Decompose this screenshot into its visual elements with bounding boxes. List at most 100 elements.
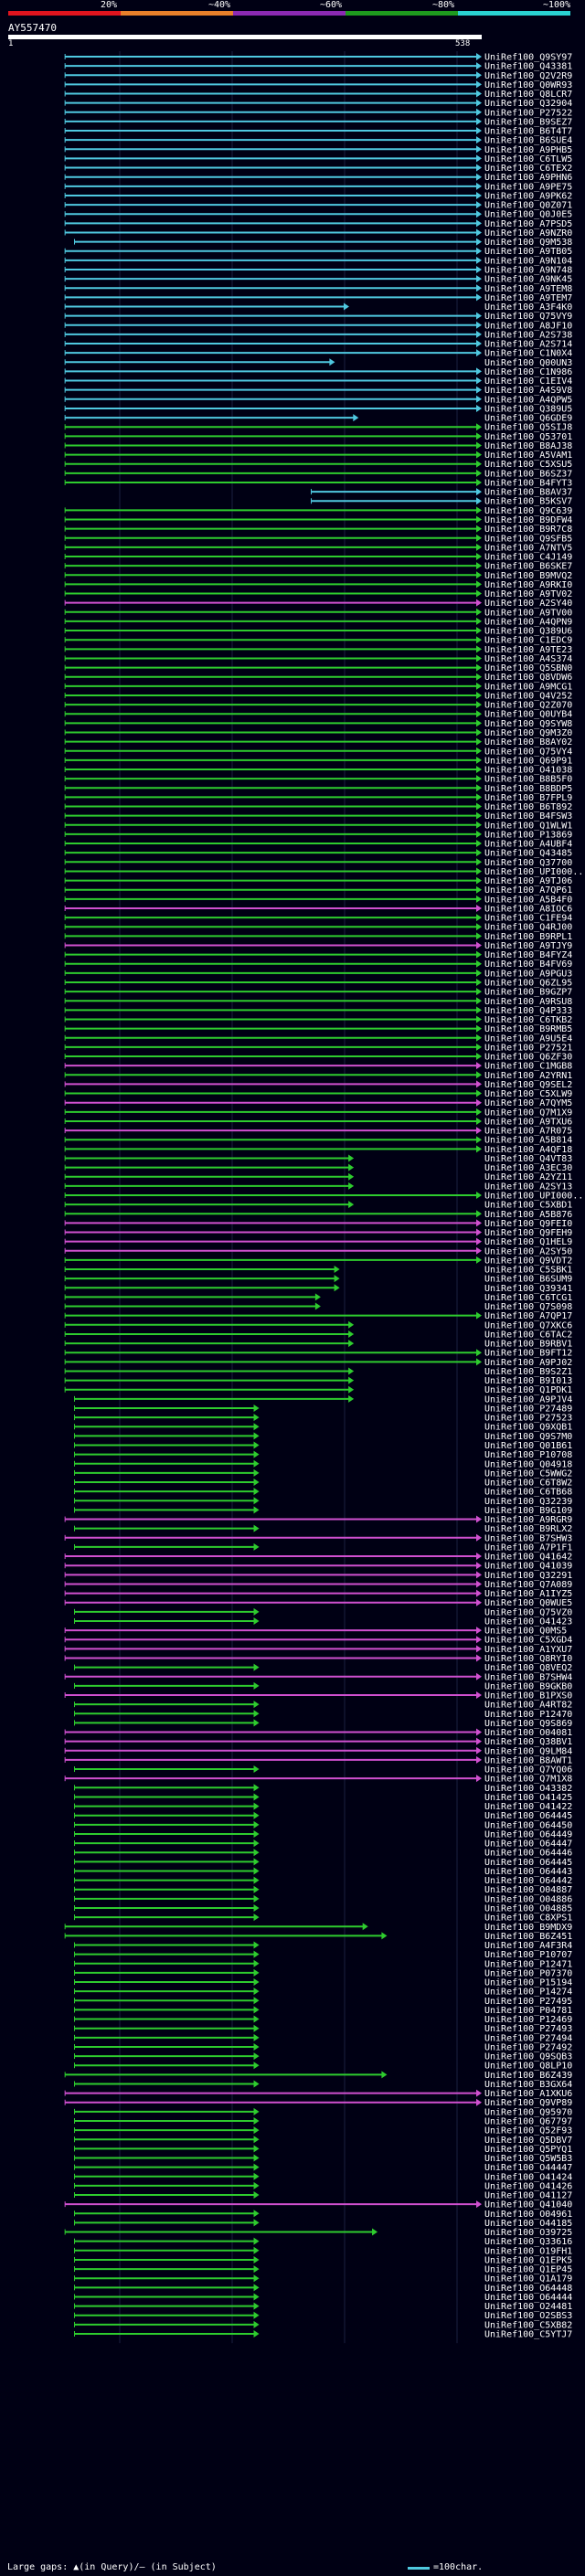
- hit-label[interactable]: UniRef100_B6T4T7: [484, 127, 572, 137]
- hit-label[interactable]: UniRef100_B9R7C8: [484, 525, 572, 535]
- hit-label[interactable]: UniRef100_A2SY50: [484, 1246, 572, 1256]
- hit-label[interactable]: UniRef100_Q8LCR7: [484, 90, 572, 100]
- hit-label[interactable]: UniRef100_Q9SEL2: [484, 1080, 572, 1090]
- hit-label[interactable]: UniRef100_P12471: [484, 1959, 572, 1969]
- hit-label[interactable]: UniRef100_Q32291: [484, 1571, 572, 1581]
- hit-label[interactable]: UniRef100_Q43381: [484, 62, 572, 72]
- hit-label[interactable]: UniRef100_B7FPL9: [484, 793, 572, 803]
- hit-label[interactable]: UniRef100_O04887: [484, 1885, 572, 1895]
- hit-label[interactable]: UniRef100_P10707: [484, 1950, 572, 1960]
- hit-label[interactable]: UniRef100_Q0WR93: [484, 80, 572, 90]
- hit-label[interactable]: UniRef100_C5XB82: [484, 2320, 572, 2330]
- hit-label[interactable]: UniRef100_A9TB05: [484, 247, 572, 257]
- hit-label[interactable]: UniRef100_C1N986: [484, 367, 572, 377]
- hit-label[interactable]: UniRef100_A9TXU6: [484, 1117, 572, 1127]
- hit-label[interactable]: UniRef100_A5VAM1: [484, 451, 572, 461]
- hit-label[interactable]: UniRef100_A7PSD5: [484, 219, 572, 229]
- hit-label[interactable]: UniRef100_Q9M538: [484, 238, 572, 248]
- hit-label[interactable]: UniRef100_Q5SIJ8: [484, 423, 572, 433]
- hit-label[interactable]: UniRef100_A4S9V8: [484, 386, 572, 396]
- hit-label[interactable]: UniRef100_Q00UN3: [484, 358, 572, 368]
- hit-label[interactable]: UniRef100_A4UBF4: [484, 840, 572, 850]
- hit-label[interactable]: UniRef100_Q5SBN0: [484, 663, 572, 673]
- hit-label[interactable]: UniRef100_Q33616: [484, 2237, 572, 2247]
- hit-label[interactable]: UniRef100_C4J149: [484, 553, 572, 563]
- hit-label[interactable]: UniRef100_C1EDC9: [484, 636, 572, 646]
- hit-label[interactable]: UniRef100_Q9SY97: [484, 53, 572, 63]
- hit-label[interactable]: UniRef100_C6TEX2: [484, 164, 572, 174]
- hit-label[interactable]: UniRef100_Q0J0E5: [484, 210, 572, 220]
- hit-label[interactable]: UniRef100_Q9S869: [484, 1719, 572, 1729]
- hit-label[interactable]: UniRef100_O04961: [484, 2210, 572, 2220]
- hit-label[interactable]: UniRef100_B9RPL1: [484, 932, 572, 942]
- hit-label[interactable]: UniRef100_B9FT12: [484, 1349, 572, 1359]
- hit-label[interactable]: UniRef100_P27523: [484, 1414, 572, 1424]
- hit-label[interactable]: UniRef100_Q9SFB5: [484, 534, 572, 544]
- hit-label[interactable]: UniRef100_Q1HEL9: [484, 1237, 572, 1247]
- hit-label[interactable]: UniRef100_Q9SQB3: [484, 2052, 572, 2062]
- hit-label[interactable]: UniRef100_C6TKB2: [484, 1015, 572, 1025]
- hit-label[interactable]: UniRef100_Q52F93: [484, 2126, 572, 2136]
- hit-label[interactable]: UniRef100_Q4VT83: [484, 1154, 572, 1164]
- hit-label[interactable]: UniRef100_A7NTV5: [484, 543, 572, 553]
- hit-label[interactable]: UniRef100_A2SY13: [484, 1182, 572, 1192]
- hit-label[interactable]: UniRef100_C6TAC2: [484, 1330, 572, 1340]
- hit-label[interactable]: UniRef100_B9SEZ7: [484, 117, 572, 127]
- hit-label[interactable]: UniRef100_C5XSU5: [484, 460, 572, 470]
- hit-label[interactable]: UniRef100_C6TLW5: [484, 154, 572, 164]
- hit-label[interactable]: UniRef100_A9N748: [484, 265, 572, 275]
- hit-label[interactable]: UniRef100_B9S2Z1: [484, 1367, 572, 1377]
- hit-label[interactable]: UniRef100_O04885: [484, 1904, 572, 1914]
- hit-label[interactable]: UniRef100_O2SBS3: [484, 2311, 572, 2321]
- hit-label[interactable]: UniRef100_A5B4F0: [484, 895, 572, 905]
- hit-label[interactable]: UniRef100_Q75VZ0: [484, 1607, 572, 1617]
- hit-label[interactable]: UniRef100_O64445: [484, 1858, 572, 1868]
- hit-label[interactable]: UniRef100_C5WWG2: [484, 1468, 572, 1479]
- hit-label[interactable]: UniRef100_Q01B61: [484, 1441, 572, 1451]
- hit-label[interactable]: UniRef100_Q4P333: [484, 1006, 572, 1016]
- hit-label[interactable]: UniRef100_Q41642: [484, 1553, 572, 1563]
- hit-label[interactable]: UniRef100_B5KSV7: [484, 497, 572, 507]
- hit-label[interactable]: UniRef100_Q7YQ06: [484, 1765, 572, 1776]
- hit-label[interactable]: UniRef100_UPI000...: [484, 867, 585, 877]
- hit-label[interactable]: UniRef100_A9PHB5: [484, 145, 572, 155]
- hit-label[interactable]: UniRef100_O64445: [484, 1811, 572, 1821]
- hit-label[interactable]: UniRef100_Q38BV1: [484, 1737, 572, 1747]
- hit-label[interactable]: UniRef100_A7QP17: [484, 1311, 572, 1321]
- hit-label[interactable]: UniRef100_P27494: [484, 2033, 572, 2043]
- hit-label[interactable]: UniRef100_A9TJ06: [484, 876, 572, 886]
- hit-label[interactable]: UniRef100_A9NZR0: [484, 228, 572, 239]
- hit-label[interactable]: UniRef100_C1FE94: [484, 914, 572, 924]
- hit-label[interactable]: UniRef100_O43382: [484, 1784, 572, 1794]
- hit-label[interactable]: UniRef100_A3EC30: [484, 1163, 572, 1173]
- hit-label[interactable]: UniRef100_O64444: [484, 2293, 572, 2303]
- hit-label[interactable]: UniRef100_A2YRN1: [484, 1071, 572, 1081]
- hit-label[interactable]: UniRef100_C5SBK1: [484, 1266, 572, 1276]
- hit-label[interactable]: UniRef100_A7QYM5: [484, 1098, 572, 1108]
- hit-label[interactable]: UniRef100_UPI000...: [484, 1191, 585, 1201]
- hit-label[interactable]: UniRef100_B6T892: [484, 802, 572, 812]
- hit-label[interactable]: UniRef100_B8BDP5: [484, 784, 572, 794]
- hit-label[interactable]: UniRef100_A4QPW5: [484, 395, 572, 405]
- hit-label[interactable]: UniRef100_B9MVQ2: [484, 571, 572, 581]
- hit-label[interactable]: UniRef100_A5B814: [484, 1136, 572, 1146]
- hit-label[interactable]: UniRef100_A9TEM8: [484, 284, 572, 294]
- hit-label[interactable]: UniRef100_Q0UYB4: [484, 710, 572, 720]
- hit-label[interactable]: UniRef100_Q0WUE5: [484, 1598, 572, 1608]
- hit-label[interactable]: UniRef100_Q9FEI0: [484, 1219, 572, 1229]
- hit-label[interactable]: UniRef100_O41426: [484, 2181, 572, 2191]
- hit-label[interactable]: UniRef100_B9RBV1: [484, 1340, 572, 1350]
- hit-label[interactable]: UniRef100_Q8LP10: [484, 2062, 572, 2072]
- hit-label[interactable]: UniRef100_P27522: [484, 108, 572, 118]
- hit-label[interactable]: UniRef100_Q9LM84: [484, 1746, 572, 1756]
- hit-label[interactable]: UniRef100_P12470: [484, 1710, 572, 1720]
- hit-label[interactable]: UniRef100_C8XPS1: [484, 1913, 572, 1924]
- hit-label[interactable]: UniRef100_A4S374: [484, 654, 572, 664]
- hit-label[interactable]: UniRef100_Q9VP89: [484, 2098, 572, 2108]
- hit-label[interactable]: UniRef100_Q0Z071: [484, 201, 572, 211]
- hit-label[interactable]: UniRef100_B8AY02: [484, 737, 572, 747]
- hit-label[interactable]: UniRef100_Q6ZL95: [484, 979, 572, 989]
- hit-label[interactable]: UniRef100_Q6GDE9: [484, 414, 572, 424]
- hit-label[interactable]: UniRef100_C6TB68: [484, 1488, 572, 1498]
- hit-label[interactable]: UniRef100_O41422: [484, 1802, 572, 1812]
